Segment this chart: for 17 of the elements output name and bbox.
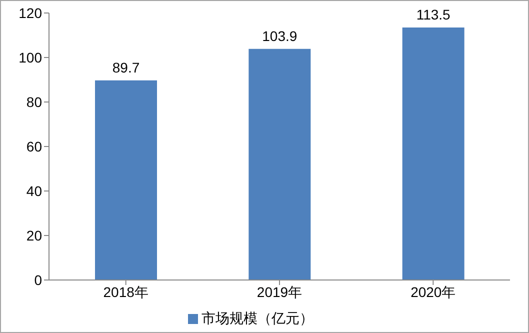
y-tick-label: 20 xyxy=(26,227,42,244)
data-label: 103.9 xyxy=(262,28,298,44)
data-label: 89.7 xyxy=(112,59,140,76)
bar xyxy=(95,80,157,280)
x-tick-label: 2019年 xyxy=(256,284,302,300)
y-tick-label: 120 xyxy=(18,4,42,21)
y-tick-label: 40 xyxy=(26,182,42,199)
x-tick-label: 2018年 xyxy=(103,284,148,300)
bar xyxy=(248,48,311,280)
x-tick-label: 2020年 xyxy=(410,284,456,300)
y-tick-label: 0 xyxy=(34,272,42,288)
bar xyxy=(402,27,464,280)
data-label: 113.5 xyxy=(416,6,451,22)
y-tick-label: 60 xyxy=(26,138,42,154)
legend-label: 市场规模（亿元） xyxy=(202,310,314,326)
y-tick-label: 100 xyxy=(18,49,42,66)
y-tick-label: 80 xyxy=(26,94,42,110)
